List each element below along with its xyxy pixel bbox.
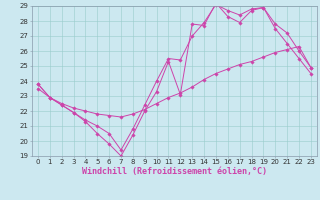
X-axis label: Windchill (Refroidissement éolien,°C): Windchill (Refroidissement éolien,°C) <box>82 167 267 176</box>
